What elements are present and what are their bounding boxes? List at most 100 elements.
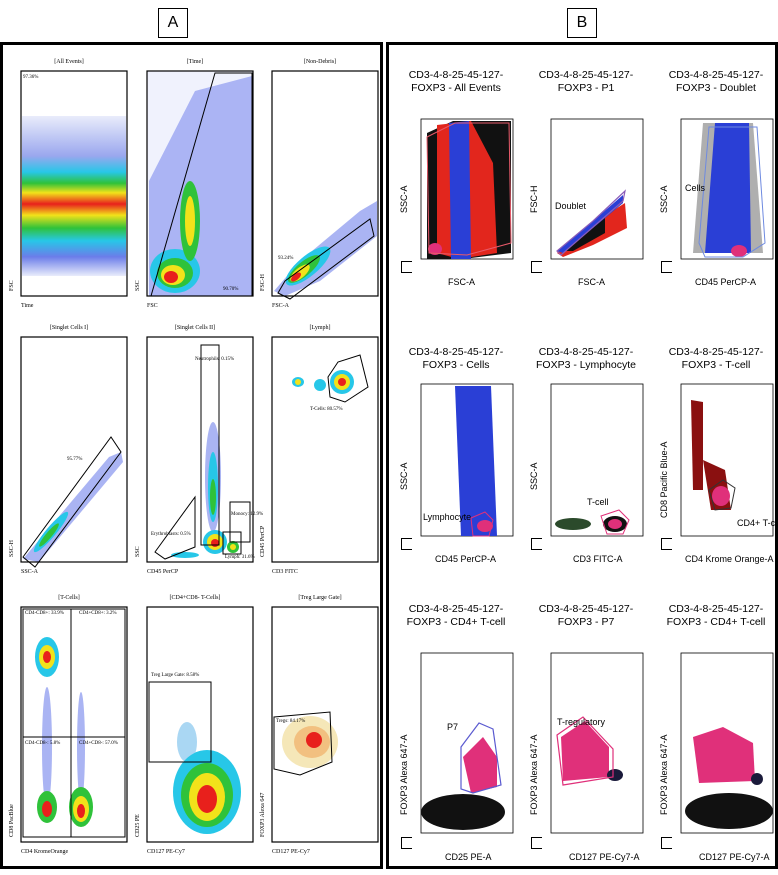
gate-label: CD4+CD8-: 57.0% [79, 741, 118, 746]
plot-title: CD3-4-8-25-45-127- FOXP3 - Doublet [668, 69, 764, 94]
x-axis-label: FSC-A [272, 303, 290, 309]
plot-b1: CD3-4-8-25-45-127- FOXP3 - All Events FSC… [393, 63, 519, 333]
gate-label: CD4+CD8+: 3.2% [79, 611, 117, 616]
x-axis-label: CD3 FITC-A [573, 554, 623, 564]
plot-a6: [Lymph] T-Cells: 80.57% CD3 FITC CD45 Pe… [260, 325, 380, 587]
plot-title: CD3-4-8-25-45-127- FOXP3 - P1 [538, 69, 634, 94]
plot-b1-canvas [420, 118, 514, 260]
gate-label: Lymphocyte [423, 512, 472, 522]
y-axis-label: SSC-A [529, 462, 539, 490]
plot-a8: [CD4+CD8- T-Cells] Treg Large Gate: 8.58… [135, 595, 255, 865]
plot-a7: [T-Cells] CD4-CD8+: 33.9% CD4+CD8+: 3.2%… [9, 595, 129, 865]
y-axis-label: CD8 Pacific Blue-A [659, 441, 669, 518]
gate-label: P7 [447, 722, 459, 732]
plot-a7-canvas [20, 606, 128, 843]
plot-b3: CD3-4-8-25-45-127- FOXP3 - Doublet Cells … [653, 63, 778, 333]
gate-label: Lymph: 31.6% [225, 555, 255, 560]
plot-a4: [Singlet Cells I] 95.77% SSC-A SSC-H [9, 325, 129, 587]
gate-label: Cells [685, 183, 706, 193]
gate-label: T-cell [587, 497, 609, 507]
plot-b2-canvas [550, 118, 644, 260]
y-axis-label: FSC-H [529, 185, 539, 214]
y-axis-label: SSC-A [659, 185, 669, 213]
x-axis-label: CD127 PE-Cy7-A [699, 852, 770, 862]
gate-label: Monocy: 12.9% [231, 512, 264, 517]
plot-title: CD3-4-8-25-45-127- FOXP3 - Cells [408, 346, 504, 371]
plot-b3-canvas [680, 118, 774, 260]
x-axis-label: CD127 PE-Cy7 [272, 849, 310, 855]
y-axis-label: FOXP3 Alexa 647-A [529, 734, 539, 815]
x-axis-label: Time [21, 303, 34, 309]
plot-title: CD3-4-8-25-45-127- FOXP3 - CD4+ T-cell [666, 603, 766, 628]
panel-b-label: B [567, 8, 597, 38]
x-axis-label: CD45 PerCP-A [435, 554, 497, 564]
x-axis-label: CD4 Krome Orange-A [685, 554, 774, 564]
plot-title: [Singlet Cells II] [174, 325, 216, 331]
gate-label: CD4-CD8+: 33.9% [25, 611, 64, 616]
plot-title: [T-Cells] [58, 595, 80, 601]
y-axis-label: FSC-H [260, 273, 266, 291]
x-axis-label: CD4 KromeOrange [21, 849, 69, 855]
plot-title: CD3-4-8-25-45-127- FOXP3 - T-cell [668, 346, 764, 371]
plot-title: CD3-4-8-25-45-127- FOXP3 - Lymphocyte [536, 346, 636, 371]
plot-b9-canvas [680, 652, 774, 834]
plot-a9: [Treg Large Gate] Tregs: 84.17% CD127 PE… [260, 595, 380, 865]
plot-b8-canvas [550, 652, 644, 834]
y-axis-label: SSC-A [399, 462, 409, 490]
gate-label: 90.70% [223, 287, 239, 292]
plot-title: [Singlet Cells I] [49, 325, 89, 331]
plot-a1-canvas [20, 70, 128, 297]
plot-a2-canvas [146, 70, 254, 297]
plot-b5: CD3-4-8-25-45-127- FOXP3 - Lymphocyte T-c… [523, 340, 649, 610]
x-axis-label: CD45 PerCP [147, 569, 179, 575]
panel-a-label: A [158, 8, 188, 38]
gate-label: Treg Large Gate: 8.58% [151, 673, 200, 678]
y-axis-label: SSC [135, 546, 141, 557]
gate-label: T-Cells: 80.57% [310, 407, 343, 412]
x-axis-label: CD127 PE-Cy7-A [569, 852, 640, 862]
plot-a6-canvas [271, 336, 379, 563]
y-axis-label: SSC [135, 280, 141, 291]
gate-label: Neutrophils: 0.15% [195, 357, 235, 362]
plot-title: CD3-4-8-25-45-127- FOXP3 - All Events [408, 69, 504, 94]
plot-a9-canvas [271, 606, 379, 843]
x-axis-label: CD3 FITC [272, 569, 298, 575]
plot-b6: CD3-4-8-25-45-127- FOXP3 - T-cell CD4+ T-… [653, 340, 778, 610]
y-axis-label: FOXP3 Alexa 647-A [659, 734, 669, 815]
gate-label: Doublet [555, 201, 587, 211]
plot-a2: [Time] 90.70% FSC SSC [135, 59, 255, 321]
y-axis-label: SSC-H [9, 539, 15, 557]
plot-title: [Treg Large Gate] [298, 595, 342, 601]
plot-a5: [Singlet Cells II] Neutrophils: 0.15% Mo… [135, 325, 263, 587]
y-axis-label: FOXP3 Alexa 647-A [399, 734, 409, 815]
plot-a8-canvas [146, 606, 254, 843]
y-axis-label: CD8 PacBlue [9, 804, 15, 837]
x-axis-label: FSC-A [448, 277, 475, 287]
plot-a3-canvas [271, 70, 379, 300]
plot-b7: CD3-4-8-25-45-127- FOXP3 - CD4+ T-cell P7… [393, 597, 519, 867]
plot-a3: [Non-Debris] 93.24% FSC-A FSC-H [260, 59, 380, 321]
plot-a1: [All Events] 97.36% Time FSC [9, 59, 129, 321]
y-axis-label: CD25 PE [135, 814, 141, 837]
plot-title: [Time] [186, 59, 204, 65]
plot-a4-canvas [20, 336, 128, 568]
x-axis-label: CD127 PE-Cy7 [147, 849, 185, 855]
plot-a5-canvas [146, 336, 254, 563]
y-axis-label: FSC [9, 280, 15, 291]
y-axis-label: CD45 PerCP [260, 525, 266, 557]
gate-label: CD4+ T-cell [737, 518, 778, 528]
plot-b8: CD3-4-8-25-45-127- FOXP3 - P7 T-regulator… [523, 597, 649, 867]
gate-label: 97.36% [23, 75, 39, 80]
x-axis-label: CD45 PerCP-A [695, 277, 757, 287]
gate-label: Erythroblasts: 0.5% [151, 532, 191, 537]
plot-b2: CD3-4-8-25-45-127- FOXP3 - P1 Doublet FSC… [523, 63, 649, 333]
plot-b7-canvas [420, 652, 514, 834]
plot-title: [Non-Debris] [303, 59, 337, 65]
panel-b: CD3-4-8-25-45-127- FOXP3 - All Events FSC… [386, 42, 778, 869]
x-axis-label: FSC-A [578, 277, 605, 287]
y-axis-label: FOXP3 Alexa 647 [260, 792, 266, 837]
y-axis-label: SSC-A [399, 185, 409, 213]
plot-b9: CD3-4-8-25-45-127- FOXP3 - CD4+ T-cell CD… [653, 597, 778, 867]
gate-label: T-regulatory [557, 717, 606, 727]
x-axis-label: FSC [147, 303, 158, 309]
